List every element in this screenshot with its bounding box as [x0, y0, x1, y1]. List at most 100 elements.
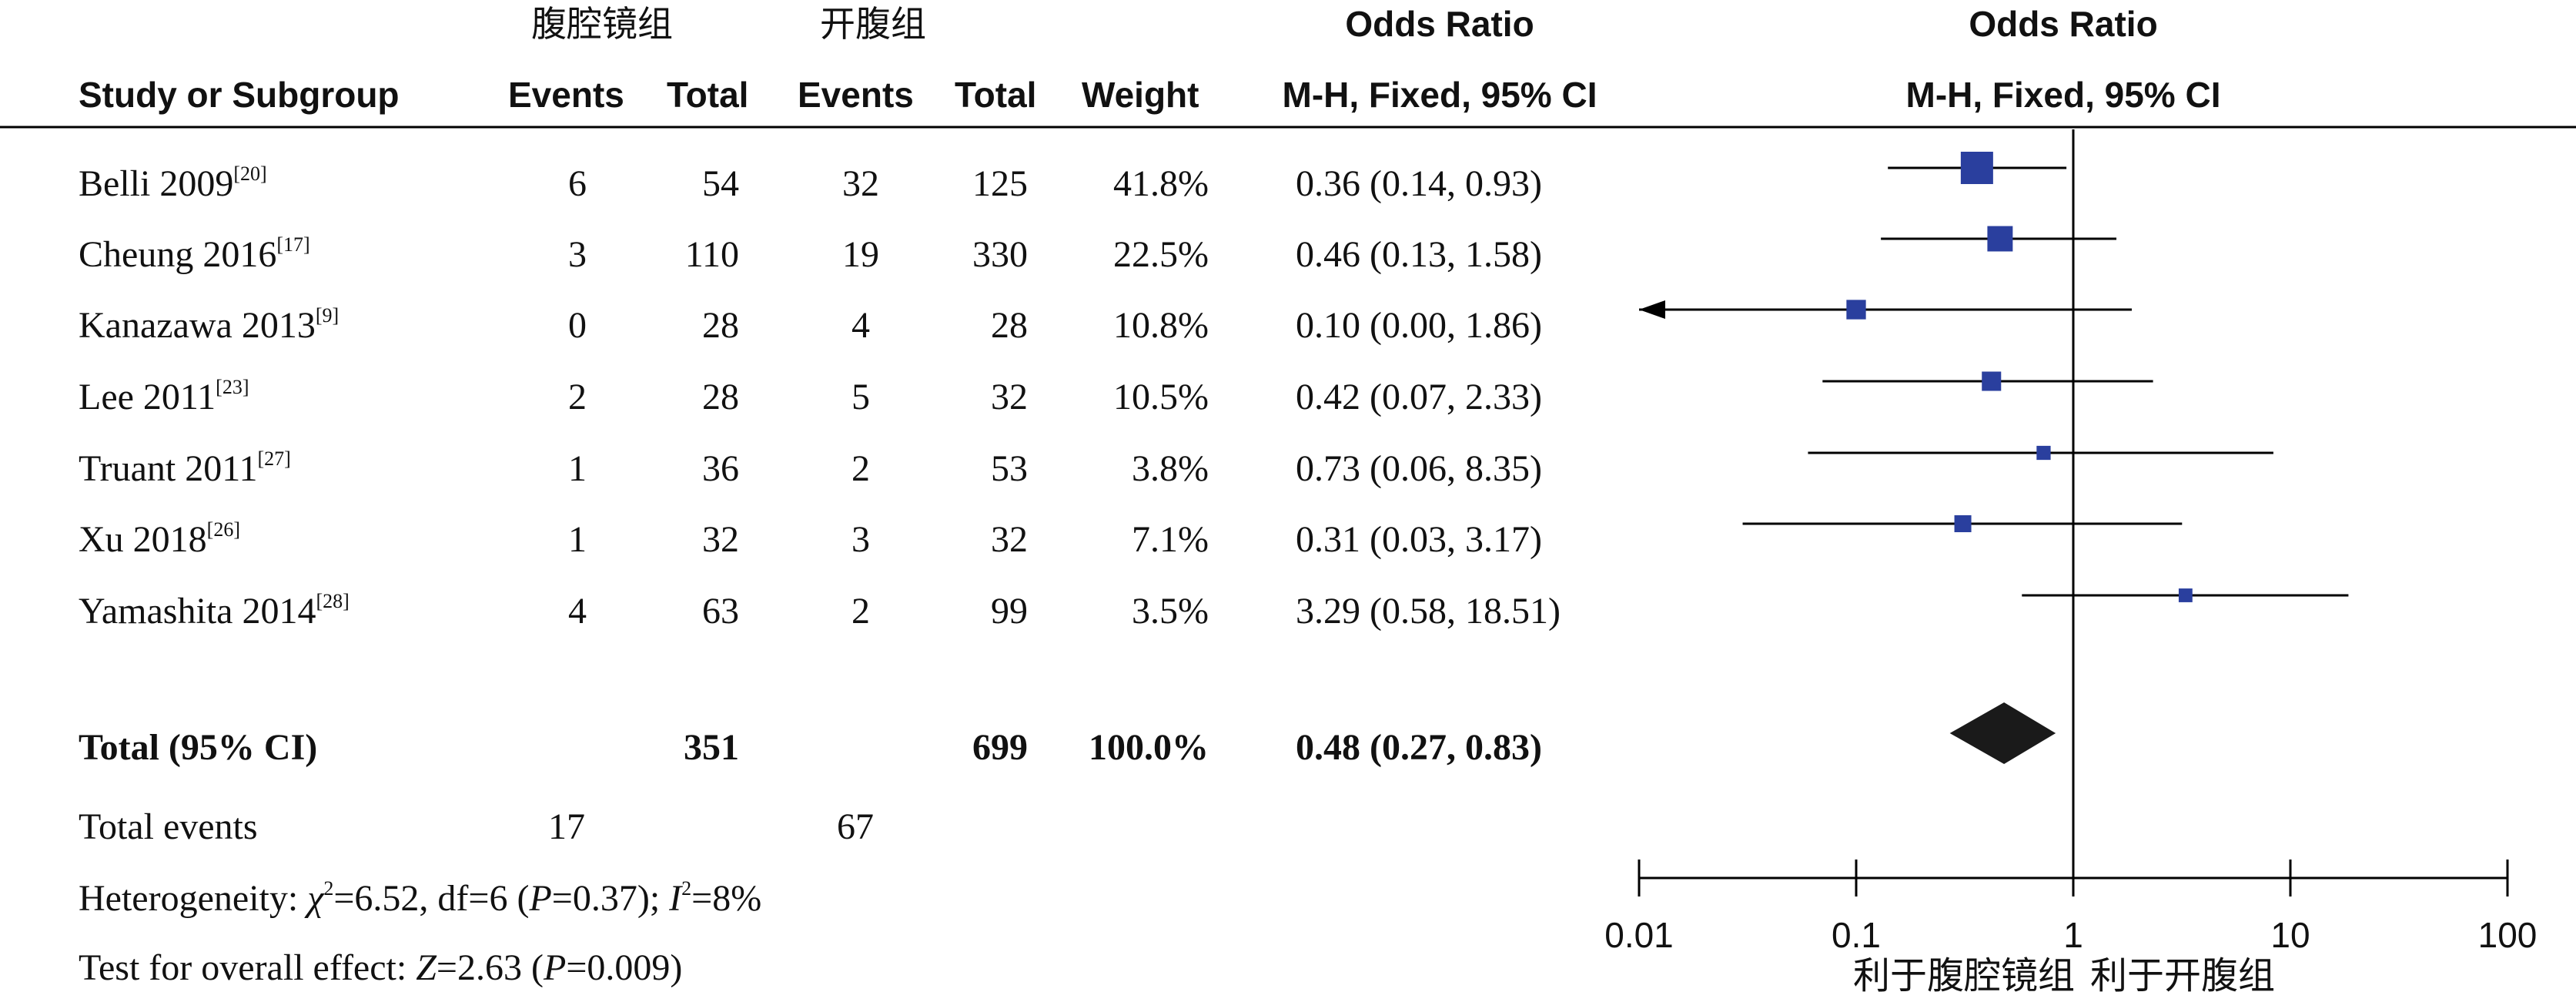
column-header-study: Study or Subgroup: [79, 75, 400, 115]
study-marker: [2178, 588, 2193, 602]
study-total-2: 32: [991, 377, 1028, 417]
odds-ratio-header-right: Odds Ratio: [1969, 4, 2158, 44]
study-total-2: 32: [991, 519, 1028, 560]
study-ci: 0.36 (0.14, 0.93): [1296, 163, 1542, 204]
study-events-1: 4: [568, 591, 587, 632]
study-total-2: 53: [991, 448, 1028, 489]
study-name-text: Kanazawa 2013: [79, 305, 316, 346]
study-total-1: 28: [702, 377, 739, 417]
study-name: Xu 2018[26]: [79, 518, 240, 560]
total-label: Total (95% CI): [79, 727, 318, 768]
study-name: Belli 2009[20]: [79, 163, 267, 203]
study-marker: [1960, 152, 1993, 184]
study-weight: 3.8%: [1132, 448, 1209, 489]
study-name-text: Cheung 2016: [79, 234, 277, 275]
study-name-text: Xu 2018: [79, 519, 207, 560]
study-reference: [28]: [316, 590, 350, 612]
column-header-weight: Weight: [1082, 75, 1199, 115]
column-header-total-2: Total: [955, 75, 1037, 115]
study-name: Truant 2011[27]: [79, 448, 291, 489]
total-events-1: 17: [548, 806, 585, 847]
study-ci: 0.31 (0.03, 3.17): [1296, 519, 1542, 560]
study-marker: [1846, 300, 1866, 320]
study-total-2: 125: [972, 163, 1028, 204]
study-weight: 10.8%: [1113, 305, 1209, 346]
total-weight: 100.0%: [1089, 727, 1209, 768]
study-weight: 7.1%: [1132, 519, 1209, 560]
study-ci: 0.42 (0.07, 2.33): [1296, 377, 1542, 417]
study-reference: [20]: [233, 163, 267, 185]
total-events-label: Total events: [79, 806, 258, 847]
total-total-1: 351: [684, 727, 739, 768]
column-header-total-1: Total: [667, 75, 749, 115]
study-reference: [23]: [216, 376, 249, 398]
study-events-1: 1: [568, 448, 587, 489]
study-name-text: Yamashita 2014: [79, 591, 316, 632]
study-events-2: 32: [842, 163, 879, 204]
study-weight: 3.5%: [1132, 591, 1209, 632]
study-reference: [26]: [206, 518, 240, 541]
study-total-1: 32: [702, 519, 739, 560]
study-events-2: 2: [851, 591, 870, 632]
x-tick-label: 100: [2478, 915, 2538, 955]
total-events-2: 67: [837, 806, 874, 847]
study-reference: [27]: [257, 447, 291, 470]
study-marker: [1987, 226, 2013, 252]
overall-effect-text: Test for overall effect: Z=2.63 (P=0.009…: [79, 947, 683, 988]
study-events-2: 4: [851, 305, 870, 346]
study-ci: 0.10 (0.00, 1.86): [1296, 305, 1542, 346]
study-name: Lee 2011[23]: [79, 376, 249, 417]
column-header-method-left: M-H, Fixed, 95% CI: [1282, 75, 1597, 115]
study-events-1: 6: [568, 163, 587, 204]
study-marker: [2036, 445, 2051, 461]
study-total-1: 54: [702, 163, 739, 204]
study-ci: 0.46 (0.13, 1.58): [1296, 234, 1542, 275]
study-events-1: 0: [568, 305, 587, 346]
column-header-events-2: Events: [798, 75, 914, 115]
study-total-1: 36: [702, 448, 739, 489]
study-marker: [1954, 514, 1972, 533]
study-events-2: 2: [851, 448, 870, 489]
study-name: Kanazawa 2013[9]: [79, 304, 340, 346]
study-weight: 41.8%: [1113, 163, 1209, 204]
study-total-2: 99: [991, 591, 1028, 632]
x-tick-label: 1: [2063, 915, 2083, 955]
study-events-2: 5: [851, 377, 870, 417]
study-total-2: 330: [972, 234, 1028, 275]
study-ci: 0.73 (0.06, 8.35): [1296, 448, 1542, 489]
study-total-1: 110: [684, 234, 739, 275]
study-total-1: 28: [702, 305, 739, 346]
study-name: Yamashita 2014[28]: [79, 590, 350, 632]
study-marker: [1982, 371, 2002, 391]
group-header-laparoscopic: 腹腔镜组: [531, 3, 673, 45]
study-name-text: Truant 2011: [79, 448, 258, 489]
column-header-method-right: M-H, Fixed, 95% CI: [1905, 75, 2221, 115]
favours-right-label: 利于开腹组: [2090, 954, 2276, 997]
study-events-2: 3: [851, 519, 870, 560]
study-total-1: 63: [702, 591, 739, 632]
study-name-text: Lee 2011: [79, 377, 216, 417]
ci-arrow: [1639, 300, 1665, 319]
study-reference: [17]: [276, 233, 310, 256]
study-reference: [9]: [315, 304, 340, 327]
total-ci: 0.48 (0.27, 0.83): [1296, 727, 1542, 768]
study-events-2: 19: [842, 234, 879, 275]
heterogeneity-text: Heterogeneity: χ2=6.52, df=6 (P=0.37); I…: [79, 877, 762, 919]
study-events-1: 1: [568, 519, 587, 560]
x-tick-label: 0.01: [1604, 915, 1674, 955]
study-ci: 3.29 (0.58, 18.51): [1296, 591, 1561, 632]
total-total-2: 699: [972, 727, 1028, 768]
x-tick-label: 10: [2270, 915, 2310, 955]
study-total-2: 28: [991, 305, 1028, 346]
favours-left-label: 利于腹腔镜组: [1852, 954, 2075, 997]
group-header-open: 开腹组: [820, 3, 926, 45]
column-header-events-1: Events: [508, 75, 624, 115]
study-weight: 22.5%: [1113, 234, 1209, 275]
study-events-1: 3: [568, 234, 587, 275]
study-weight: 10.5%: [1113, 377, 1209, 417]
plot-layer: 0.01 0.1 1 10 100: [1604, 129, 2537, 955]
x-tick-label: 0.1: [1832, 915, 1881, 955]
odds-ratio-header-left: Odds Ratio: [1345, 4, 1534, 44]
